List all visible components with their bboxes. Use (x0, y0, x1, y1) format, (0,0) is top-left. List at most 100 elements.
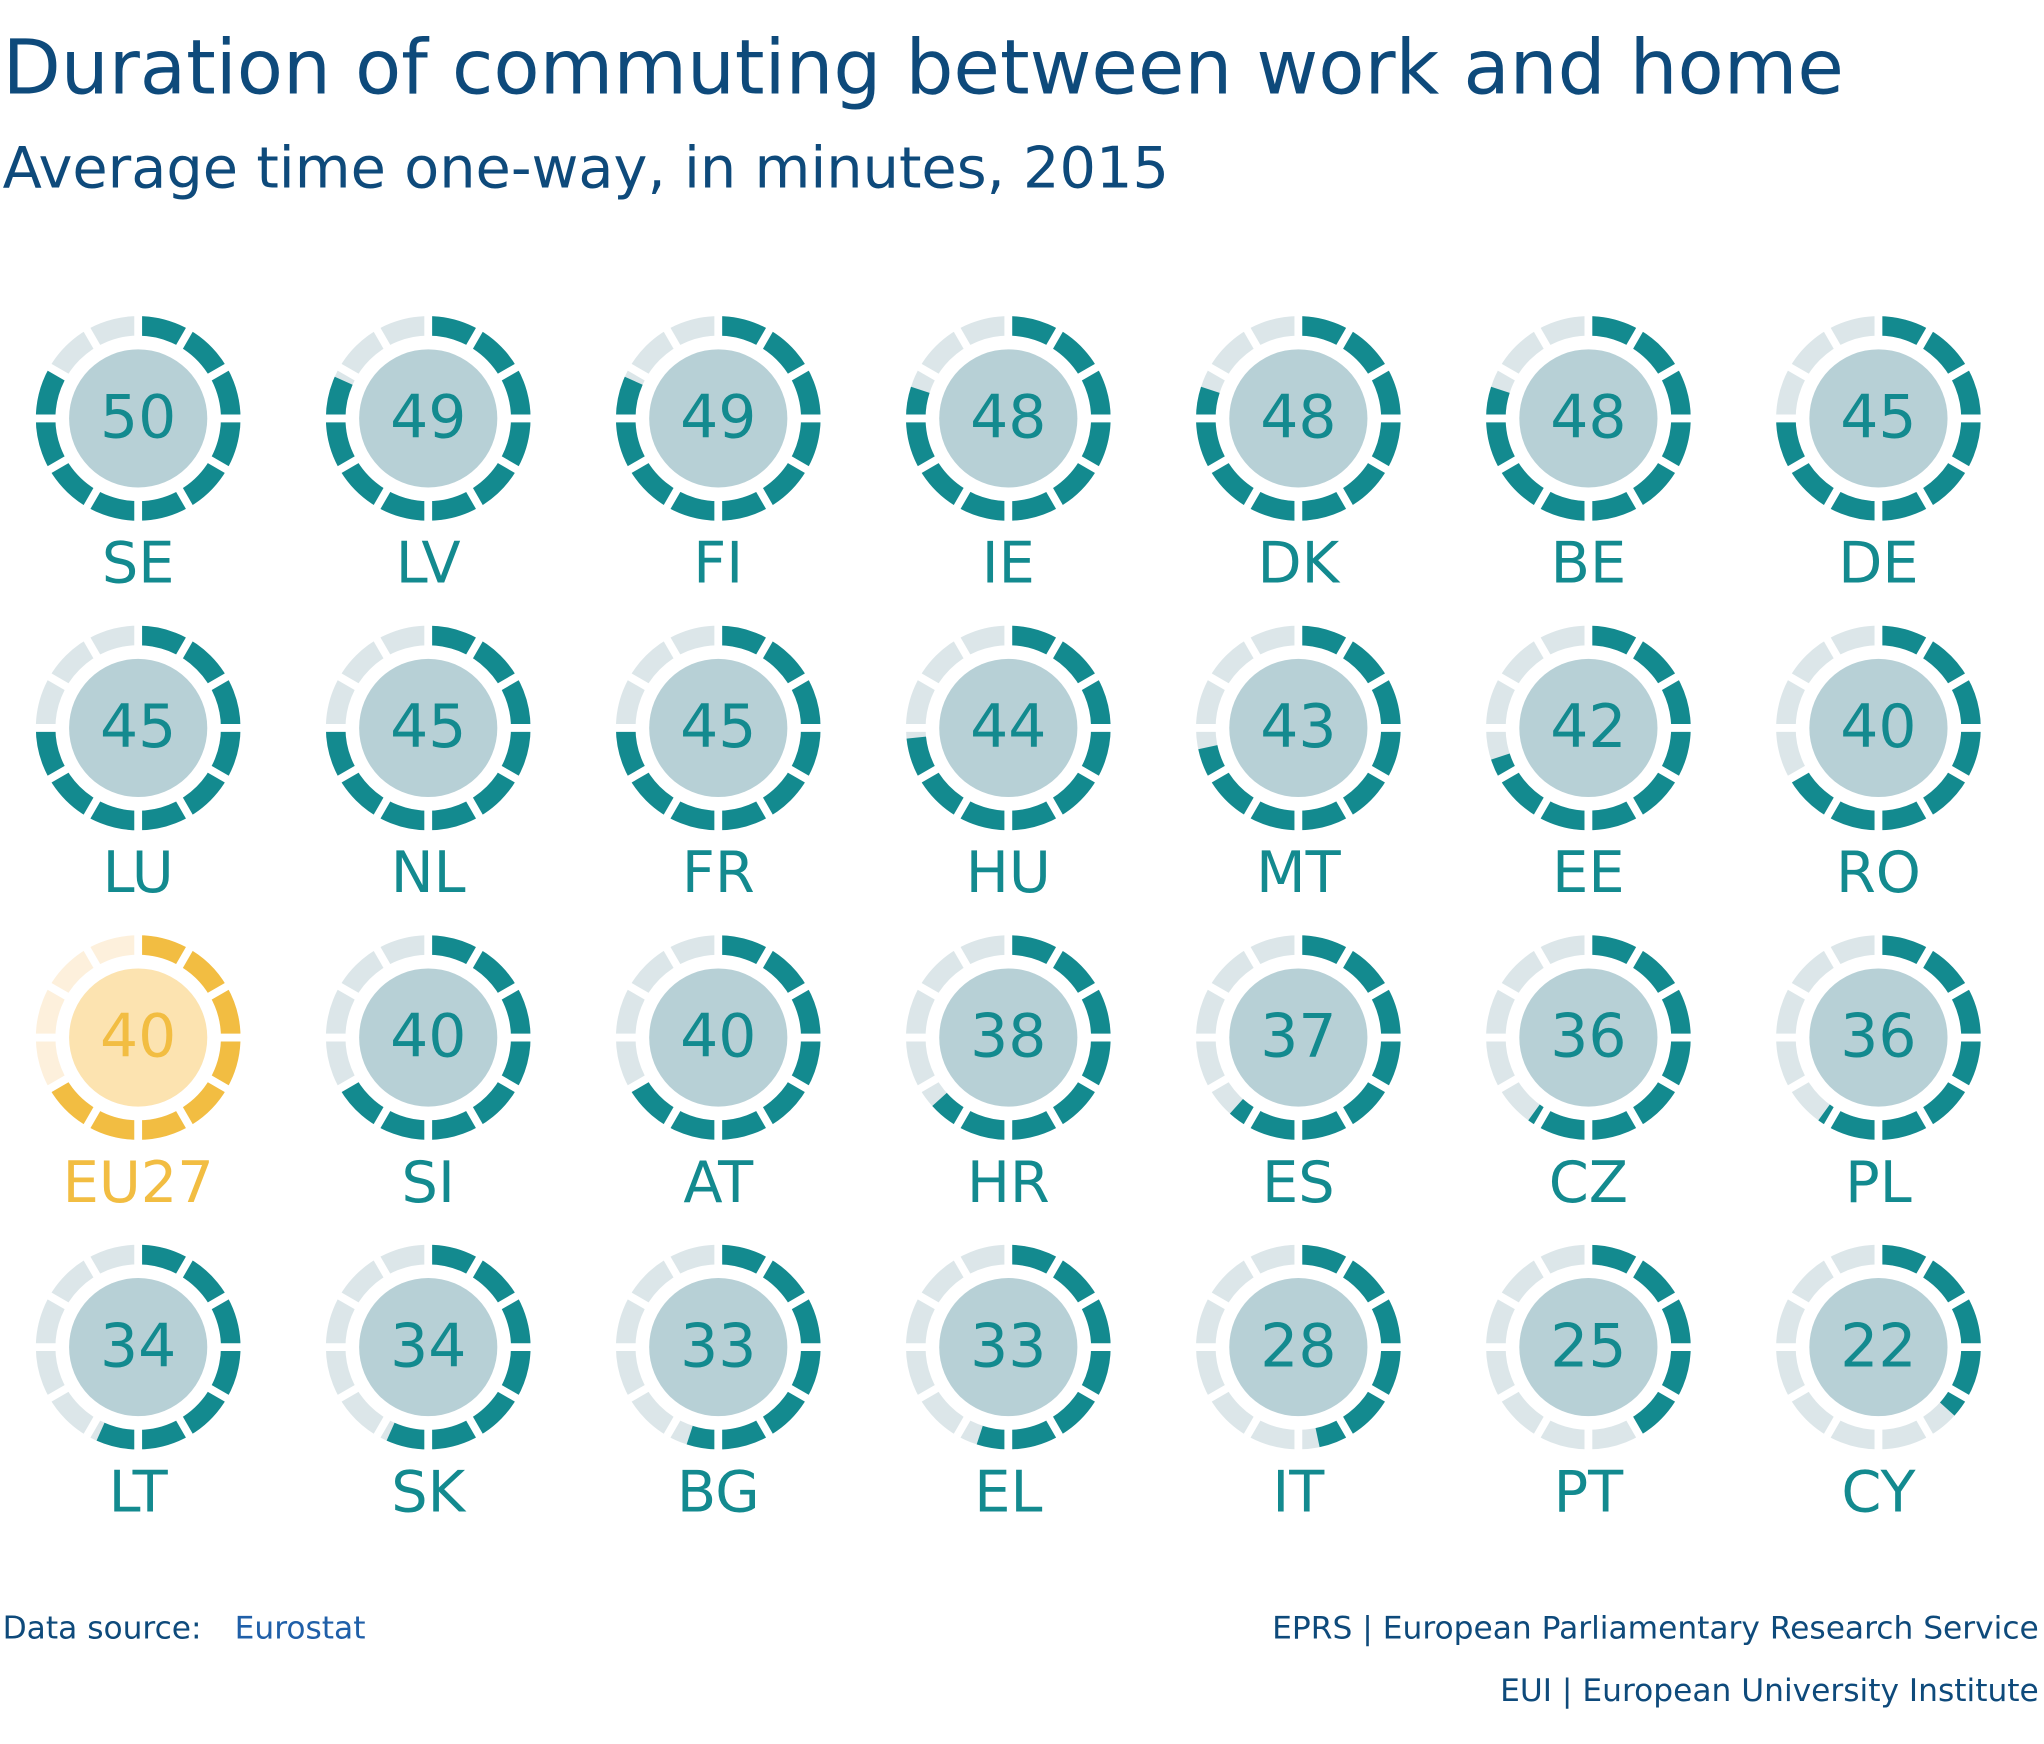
segment-gap (368, 1248, 396, 1286)
value-label: 40 (100, 1002, 176, 1072)
category-label: DK (1257, 530, 1340, 597)
gauge-center (649, 658, 788, 798)
segment-gap (751, 1408, 778, 1447)
segment-gap (1238, 628, 1266, 667)
segment-gap (171, 1248, 198, 1286)
segment-gap (1331, 1098, 1358, 1137)
segment-gap (658, 319, 686, 358)
gauge-center (939, 968, 1078, 1107)
segment-gap (948, 628, 976, 667)
segment-gap (751, 319, 778, 358)
segment-gap (658, 1408, 686, 1447)
segment-gap (751, 1098, 778, 1137)
segment-gap (1528, 319, 1556, 358)
segment-gap (1911, 1248, 1938, 1286)
value-label: 40 (1840, 692, 1916, 762)
segment-gap (78, 319, 106, 358)
gauge-center (1519, 1278, 1658, 1417)
segment-gap (329, 358, 367, 386)
segment-gap (78, 1408, 106, 1447)
value-label: 48 (970, 383, 1046, 453)
segment-gap (199, 1070, 238, 1097)
value-label: 45 (1840, 383, 1916, 453)
segment-gap (461, 1098, 488, 1137)
segment-gap (751, 628, 778, 667)
segment-gap (1779, 1287, 1818, 1314)
gauge-center (359, 349, 498, 488)
segment-gap (78, 479, 106, 518)
segment-gap (1238, 789, 1266, 828)
segment-gap (461, 479, 488, 518)
segment-gap (78, 628, 106, 667)
gauge-arc (1298, 1244, 1401, 1448)
segment-gap (1238, 938, 1266, 977)
segment-gap (658, 479, 686, 518)
gauge-arc (906, 316, 1111, 521)
segment-gap (78, 789, 106, 828)
segment-gap (1528, 938, 1556, 977)
segment-gap (39, 761, 77, 788)
gauge-center (69, 1278, 208, 1417)
category-label: BG (677, 1458, 760, 1525)
segment-gap (1489, 451, 1528, 478)
segment-gap (779, 1380, 818, 1407)
segment-gap (1819, 789, 1846, 828)
credit: EUI | European University Institute (1500, 1673, 2039, 1709)
value-label: 36 (1840, 1002, 1916, 1072)
category-label: FR (682, 839, 755, 906)
segment-gap (1041, 1098, 1068, 1137)
segment-gap (329, 978, 367, 1005)
segment-gap (1939, 761, 1978, 788)
value-label: 36 (1550, 1002, 1626, 1072)
segment-gap (489, 761, 528, 788)
segment-gap (1649, 1287, 1688, 1314)
gauge-center (359, 658, 498, 798)
segment-gap (1489, 668, 1528, 695)
segment-gap (1911, 938, 1938, 977)
category-label: PL (1845, 1149, 1912, 1216)
value-label: 44 (970, 692, 1046, 762)
segment-gap (619, 1287, 658, 1314)
segment-gap (1649, 451, 1688, 478)
gauge-arc (906, 625, 1111, 831)
value-label: 38 (970, 1002, 1046, 1072)
value-label: 49 (680, 383, 756, 453)
segment-gap (489, 358, 528, 386)
gauge-center (1809, 658, 1948, 798)
segment-gap (1041, 789, 1068, 828)
segment-gap (1649, 668, 1688, 695)
gauge-arc (615, 316, 821, 521)
segment-gap (1199, 1380, 1238, 1407)
segment-gap (909, 1287, 948, 1314)
segment-gap (909, 761, 948, 788)
segment-gap (78, 938, 106, 977)
segment-gap (1621, 789, 1648, 828)
segment-gap (368, 789, 396, 828)
category-label: ES (1262, 1149, 1335, 1216)
gauge-arc (325, 625, 531, 831)
gauge-arc (35, 625, 241, 831)
segment-gap (1331, 789, 1358, 828)
gauge-center (939, 349, 1078, 488)
segment-gap (658, 1098, 686, 1137)
segment-gap (948, 1098, 976, 1137)
segment-gap (1041, 938, 1068, 977)
gauge-center (69, 968, 208, 1107)
segment-gap (171, 1098, 198, 1137)
segment-gap (171, 938, 198, 977)
segment-gap (1359, 451, 1398, 478)
segment-gap (171, 789, 198, 828)
segment-gap (1489, 358, 1528, 386)
gauge-center (1229, 1278, 1368, 1417)
segment-gap (1939, 451, 1978, 478)
gauge-center (1809, 349, 1948, 488)
gauge-center (1519, 968, 1658, 1107)
category-label: HR (967, 1149, 1050, 1216)
segment-gap (1041, 479, 1068, 518)
segment-gap (948, 938, 976, 977)
source: Eurostat (235, 1610, 366, 1646)
segment-gap (461, 319, 488, 358)
segment-gap (329, 668, 367, 695)
value-label: 45 (680, 692, 756, 762)
segment-gap (78, 1098, 106, 1137)
